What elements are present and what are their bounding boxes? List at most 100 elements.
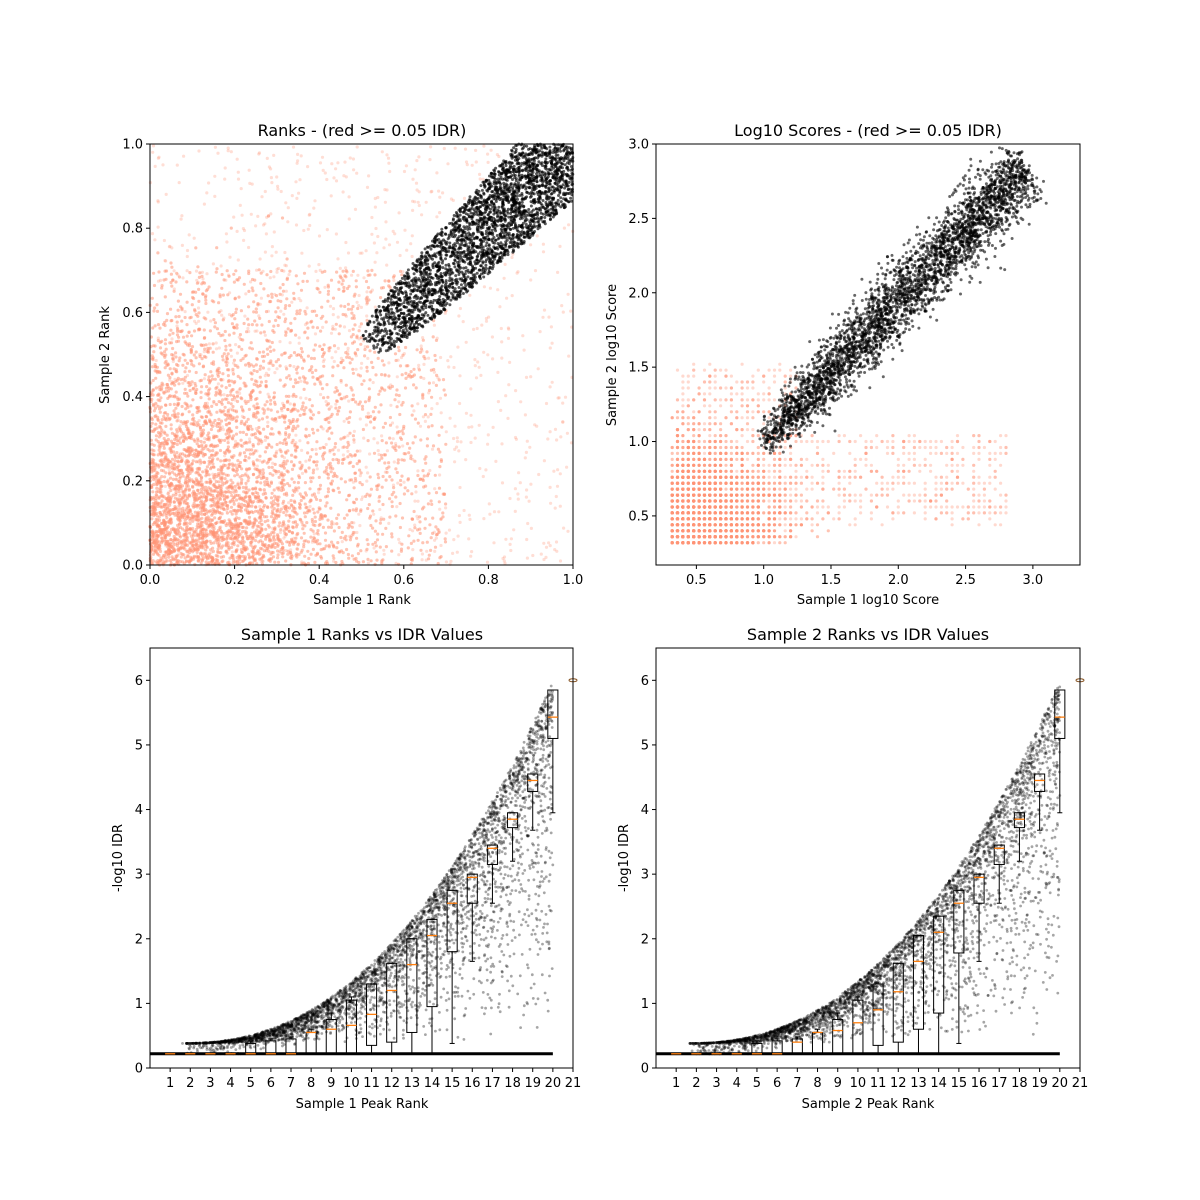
scatter-point — [347, 420, 351, 424]
scatter-point — [502, 276, 506, 280]
scatter-point — [202, 377, 206, 381]
scatter-point — [427, 557, 431, 561]
scatter-point — [387, 361, 391, 365]
scatter-point — [384, 545, 388, 549]
scatter-point — [362, 379, 366, 383]
scatter-point — [351, 304, 355, 309]
scatter-point — [262, 287, 266, 291]
scatter-point — [334, 179, 339, 183]
scatter-point — [346, 346, 350, 350]
scatter-point — [223, 166, 227, 170]
scatter-point — [291, 526, 295, 530]
scatter-point — [346, 552, 350, 557]
scatter-point — [456, 345, 460, 349]
scatter-point — [283, 420, 287, 424]
scatter-point — [387, 461, 391, 465]
scatter-point — [432, 370, 436, 374]
scatter-point — [234, 307, 238, 311]
scatter-point — [243, 548, 247, 552]
scatter-point — [232, 331, 236, 335]
scatter-point — [507, 327, 511, 331]
scatter-point — [198, 530, 203, 534]
scatter-point — [524, 495, 529, 499]
scatter-point — [373, 350, 377, 354]
scatter-point — [235, 538, 239, 542]
scatter-point — [217, 542, 221, 546]
scatter-point — [467, 513, 471, 517]
scatter-point — [544, 545, 549, 549]
scatter-point — [156, 251, 160, 255]
scatter-point — [276, 556, 280, 560]
scatter-point — [157, 270, 161, 274]
scatter-point — [437, 486, 442, 490]
scatter-point — [490, 335, 494, 339]
scatter-point — [284, 289, 288, 293]
scatter-point — [389, 383, 393, 387]
scatter-point — [265, 156, 269, 160]
scatter-point — [215, 402, 219, 407]
scatter-point — [200, 512, 204, 516]
scatter-point — [193, 499, 197, 503]
scatter-point — [187, 435, 192, 440]
scatter-point — [226, 441, 230, 445]
scatter-point — [153, 306, 157, 310]
scatter-point — [175, 430, 179, 434]
scatter-point — [535, 424, 539, 428]
scatter-point — [272, 395, 276, 399]
scatter-point — [208, 509, 212, 513]
scatter-point — [271, 461, 275, 465]
scatter-point — [332, 529, 336, 533]
scatter-point — [156, 398, 160, 402]
scatter-point — [346, 434, 350, 438]
scatter-point — [186, 432, 191, 436]
scatter-point — [325, 472, 329, 476]
scatter-point — [482, 350, 486, 354]
scatter-point — [270, 181, 274, 185]
scatter-point — [345, 270, 349, 274]
scatter-point — [156, 369, 160, 373]
scatter-point — [306, 227, 310, 231]
scatter-point — [198, 379, 202, 383]
scatter-point — [301, 401, 305, 405]
scatter-point — [201, 451, 205, 455]
scatter-point — [537, 472, 541, 477]
scatter-point — [235, 157, 239, 161]
scatter-point — [430, 424, 434, 428]
scatter-point — [219, 525, 223, 529]
scatter-point — [265, 478, 269, 482]
scatter-point — [343, 160, 347, 164]
scatter-point — [452, 538, 456, 542]
scatter-point — [418, 477, 423, 481]
scatter-point — [317, 234, 322, 238]
scatter-point — [242, 238, 246, 242]
scatter-point — [418, 531, 422, 536]
scatter-point — [317, 487, 321, 491]
scatter-point — [334, 232, 338, 236]
scatter-point — [276, 410, 280, 414]
scatter-point — [172, 367, 176, 371]
scatter-point — [204, 548, 208, 552]
scatter-point — [390, 421, 395, 425]
scatter-point — [168, 367, 172, 371]
scatter-point — [208, 387, 212, 391]
scatter-point — [238, 376, 242, 380]
scatter-point — [162, 504, 166, 508]
scatter-point — [242, 381, 246, 385]
scatter-point — [372, 546, 376, 550]
scatter-point — [255, 380, 259, 384]
scatter-point — [225, 355, 229, 359]
scatter-point — [470, 550, 474, 554]
scatter-point — [176, 339, 181, 343]
scatter-point — [295, 419, 299, 423]
scatter-point — [276, 536, 280, 541]
scatter-point — [226, 445, 230, 449]
scatter-point — [243, 557, 247, 561]
scatter-point — [346, 302, 350, 306]
scatter-point — [558, 504, 562, 508]
scatter-point — [196, 503, 200, 507]
scatter-point — [171, 331, 175, 335]
scatter-point — [401, 444, 405, 448]
scatter-point — [383, 279, 387, 283]
scatter-point — [254, 310, 258, 314]
scatter-point — [153, 541, 157, 545]
